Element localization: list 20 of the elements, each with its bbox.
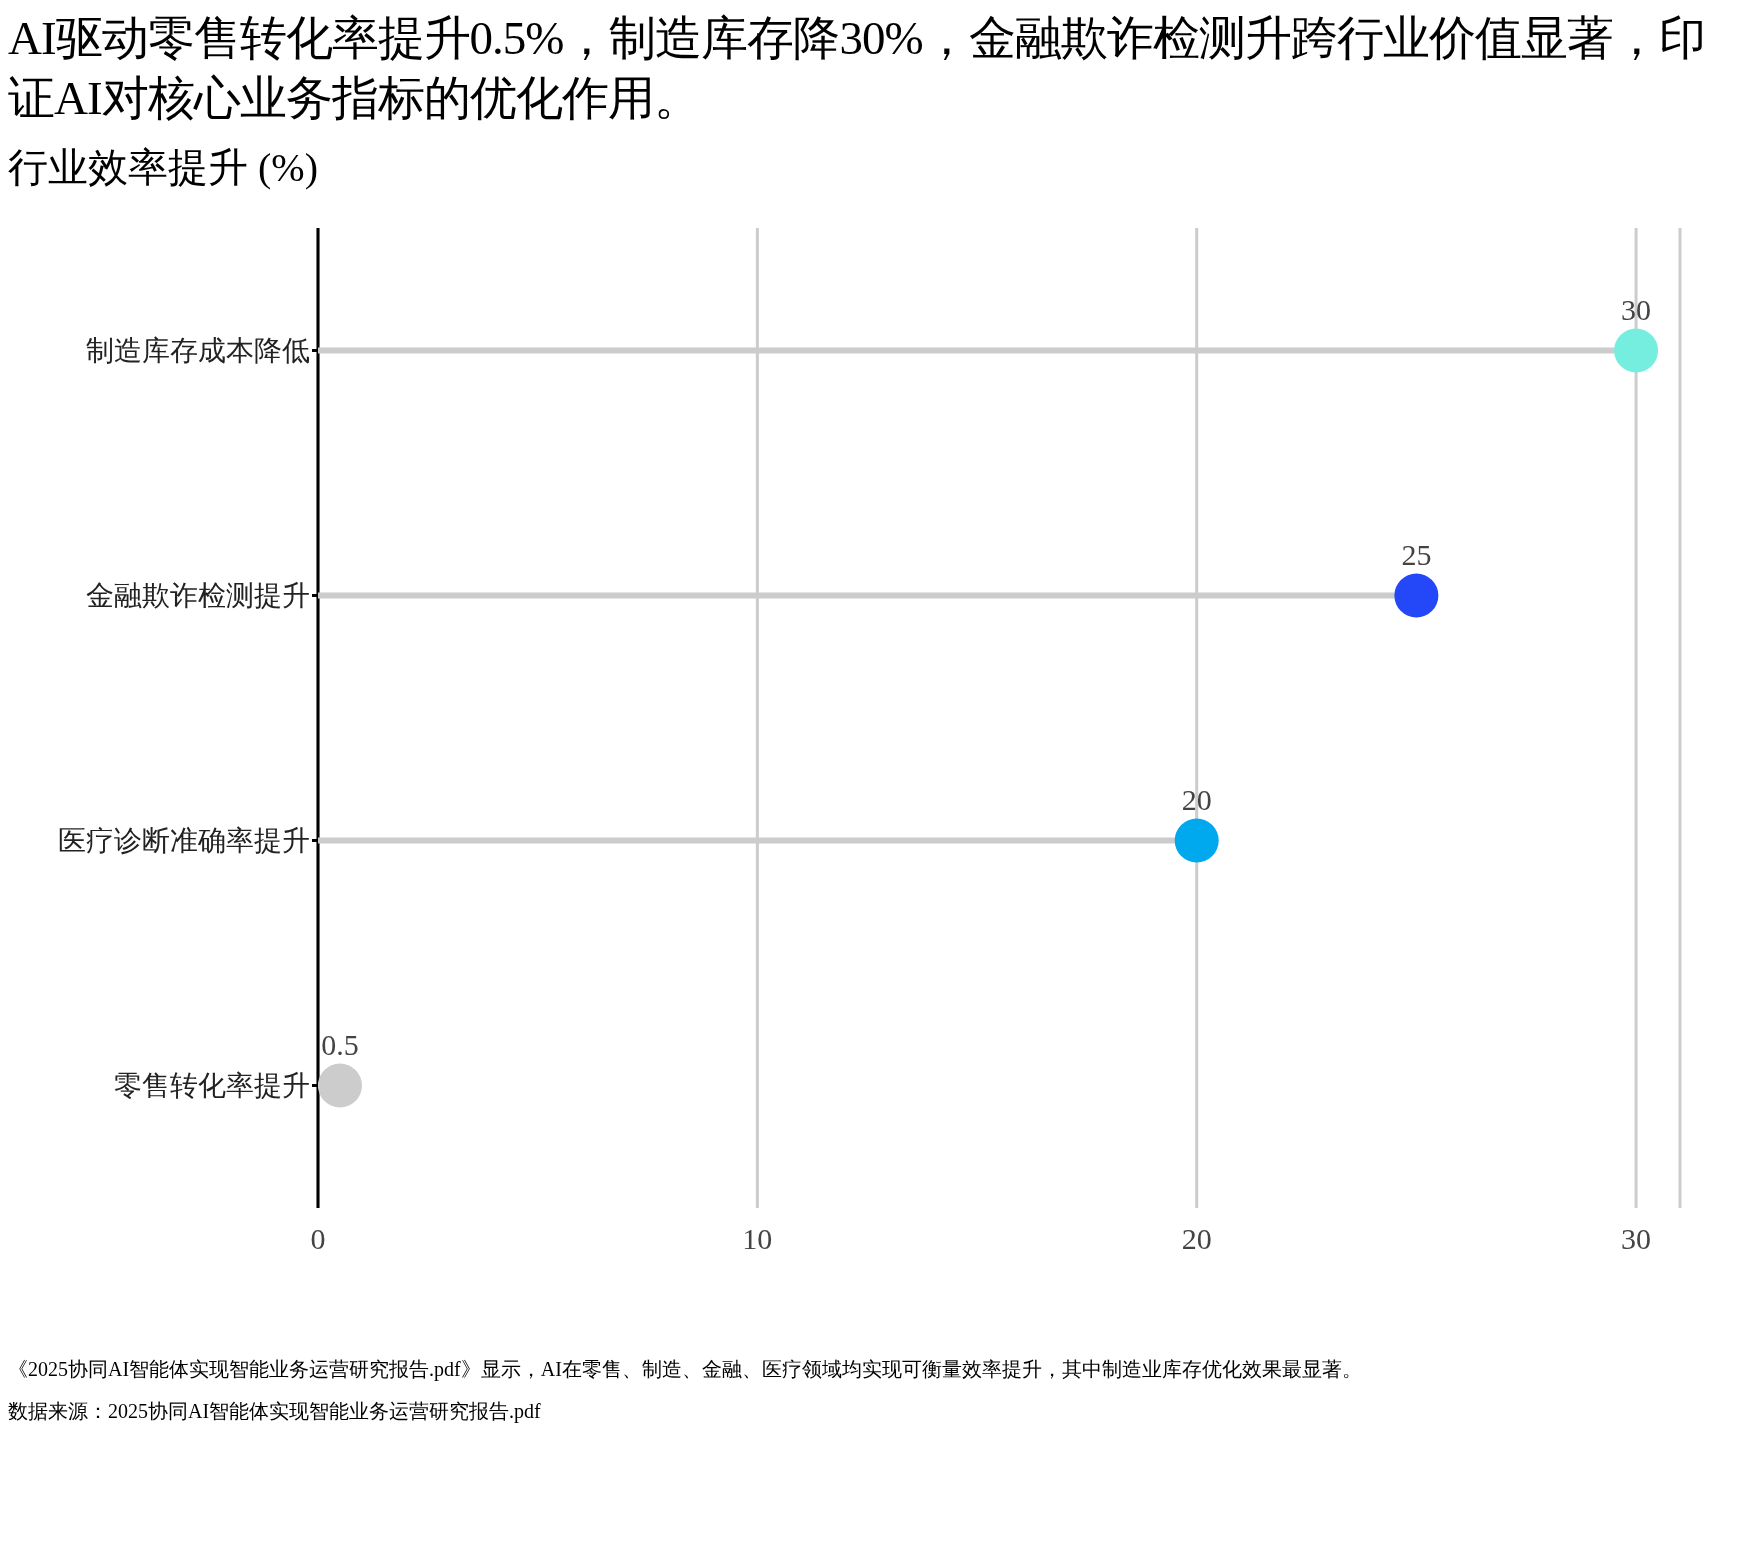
point	[1394, 573, 1439, 618]
source-note: 数据来源：2025协同AI智能体实现智能业务运营研究报告.pdf	[8, 1399, 542, 1425]
data-label: 20	[1181, 782, 1212, 816]
text: 《2025协同AI智能体实现智能业务运营研究报告.pdf》显示，AI在零售、制造、金融、医疗领域均实现可衡量效率提升，其中制造业库存优化效果最显著。	[8, 1357, 1363, 1383]
x-tick-label: 0	[310, 1222, 326, 1256]
x-tick-label: 10	[742, 1222, 773, 1256]
chart-title: AI驱动零售转化率提升0.5%，制造库存降30%，金融欺诈检测升跨行业价值显著，印证AI对核心业务指标的优化作用。	[8, 11, 1706, 126]
y-tick-label: 金融欺诈检测提升	[86, 580, 310, 612]
data-label: 0.5	[321, 1027, 359, 1061]
point	[1174, 818, 1219, 863]
x-tick-label: 20	[1181, 1222, 1212, 1256]
y-tick-label: 制造库存成本降低	[86, 335, 310, 367]
point	[1614, 328, 1659, 373]
data-label: 30	[1621, 292, 1652, 326]
point	[318, 1063, 362, 1108]
x-tick-label: 30	[1621, 1222, 1652, 1256]
y-tick-label: 零售转化率提升	[114, 1070, 310, 1102]
y-tick-label: 医疗诊断准确率提升	[58, 825, 310, 857]
data-label: 25	[1401, 537, 1432, 571]
chart-subtitle: 行业效率提升 (%)	[8, 144, 319, 192]
